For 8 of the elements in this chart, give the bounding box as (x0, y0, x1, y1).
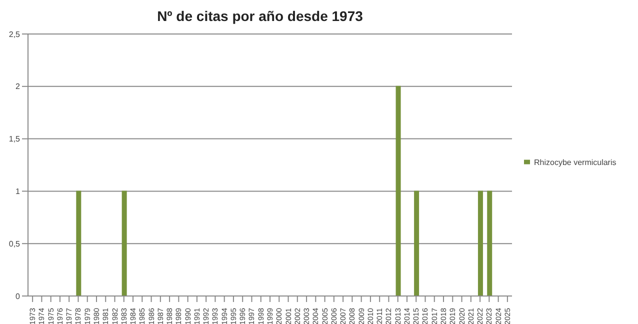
y-tick-label: 1 (16, 187, 21, 196)
y-tick-label: 0 (16, 292, 21, 301)
y-tick-label: 2 (16, 82, 21, 92)
legend-label: Rhizocybe vermicularis (534, 158, 616, 166)
y-tick-label: 0,5 (8, 239, 21, 248)
chart-title: Nº de citas por año desde 1973 (156, 8, 364, 24)
y-tick-label: 1,5 (8, 134, 21, 144)
y-tick-label: 2,5 (8, 30, 21, 39)
